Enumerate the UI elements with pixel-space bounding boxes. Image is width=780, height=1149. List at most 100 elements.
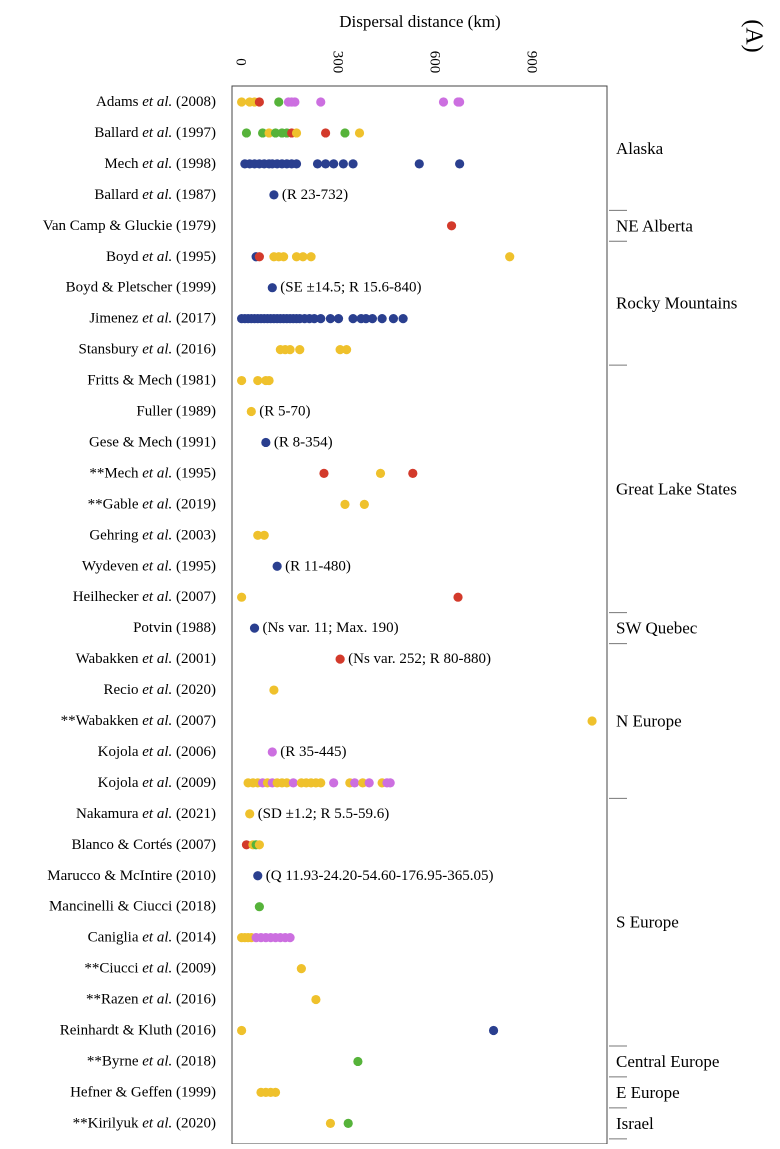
data-point-yellow [291,128,302,138]
data-point-blue [309,314,319,324]
study-label-etal: et al. [142,1115,172,1131]
study-label-author: Potvin (1988) [133,620,216,636]
data-point-yellow [254,840,264,850]
x-tick-labels: 0 300 600 900 [233,51,540,74]
range-note: (R 5-70) [259,404,310,420]
data-point-yellow [359,499,369,509]
study-label: **Ciucci et al. (2009) [84,961,216,977]
data-point-red [241,840,252,850]
study-label-author: Jimenez [89,311,142,327]
data-point-yellow [270,1087,281,1097]
study-label: Ballard et al. (1997) [94,125,216,141]
study-label-author: Gehring [89,527,142,543]
study-label: Boyd et al. (1995) [106,249,216,265]
study-label: Reinhardt & Kluth (2016) [60,1023,216,1039]
data-point-yellow [237,1025,247,1036]
study-label-etal: et al. [142,651,172,667]
study-label-author: Gese & Mech (1991) [89,434,216,450]
study-label-etal: et al. [142,125,172,141]
data-point-purple [285,933,295,943]
study-label-etal: et al. [142,713,172,729]
data-point-yellow [282,778,292,788]
study-label-year: (2019) [172,496,216,512]
study-label-author: Blanco & Cortés (2007) [71,837,216,853]
x-tick-label: 300 [329,51,345,74]
data-point-yellow [245,809,255,819]
study-label-etal: et al. [142,744,172,760]
study-label-year: (2003) [172,527,216,543]
data-point-red [254,252,264,262]
region-label: Israel [616,1114,654,1133]
study-label-year: (1987) [172,187,216,203]
data-point-yellow [295,345,305,355]
study-label: Wabakken et al. (2001) [76,651,216,667]
study-label-year: (2018) [172,1053,216,1069]
data-point-blue [361,314,371,324]
study-label-etal: et al. [142,311,172,327]
data-point-blue [325,314,336,324]
study-label-etal: et al. [142,558,172,574]
study-label-author: Ballard [94,125,142,141]
data-point-purple [364,778,374,788]
study-label-etal: et al. [142,961,172,977]
data-point-yellow [340,499,350,509]
data-point-blue [253,871,263,881]
data-point-yellow [316,778,326,788]
data-point-yellow [341,345,352,355]
data-point-blue [272,561,282,571]
study-label-year: (2016) [172,342,216,358]
data-point-blue [261,437,271,448]
region-labels: Alaska NE Alberta Rocky Mountains Great Lak… [609,139,737,1149]
study-label: Wydeven et al. (1995) [82,558,216,574]
data-point-green [270,128,281,138]
study-label-author: Fritts & Mech (1981) [87,373,216,389]
study-label: Jimenez et al. (2017) [89,311,216,327]
study-label-author: **Gable [88,496,143,512]
study-label-author: **Wabakken [61,713,143,729]
data-point-blue [320,159,331,169]
study-label-etal: et al. [142,992,172,1008]
study-label: Caniglia et al. (2014) [88,930,216,946]
study-label-etal: et al. [142,682,172,698]
data-point-yellow [587,716,597,726]
region-label: Rocky Mountains [616,294,737,313]
study-label-author: Boyd [106,249,142,265]
data-point-blue [249,623,260,633]
study-label: Adams et al. (2008) [96,94,216,110]
data-point-yellow [335,345,345,355]
study-label-author: Stansbury [79,342,143,358]
study-label-year: (2016) [172,992,216,1008]
data-point-purple [290,97,300,107]
data-point-yellow [375,468,386,478]
data-point-yellow [237,375,247,386]
study-label: Ballard et al. (1987) [94,187,216,203]
study-label-year: (2014) [172,930,216,946]
study-label: Fritts & Mech (1981) [87,373,216,389]
study-label: Van Camp & Gluckie (1979) [43,218,216,234]
data-point-yellow [237,97,247,107]
data-points [237,97,597,1128]
study-label-year: (2009) [172,775,216,791]
study-label: Stansbury et al. (2016) [79,342,217,358]
data-point-blue [348,159,358,169]
study-label: **Wabakken et al. (2007) [61,713,216,729]
study-label-year: (2009) [172,961,216,977]
study-label: **Gable et al. (2019) [88,496,216,512]
data-point-purple [316,97,326,107]
study-label-year: (2020) [172,682,216,698]
x-tick-label: 0 [233,58,249,66]
study-label-year: (2007) [172,589,216,605]
study-label-etal: et al. [142,94,172,110]
study-label-author: **Kirilyuk [73,1115,143,1131]
data-point-blue [377,314,387,324]
data-point-yellow [354,128,365,138]
plot-frame [231,85,608,1145]
study-label-etal: et al. [142,249,172,265]
data-point-blue [414,159,424,169]
data-point-yellow [285,345,295,355]
data-point-purple [329,778,339,788]
data-point-yellow [325,1118,336,1128]
data-point-green [254,902,264,912]
